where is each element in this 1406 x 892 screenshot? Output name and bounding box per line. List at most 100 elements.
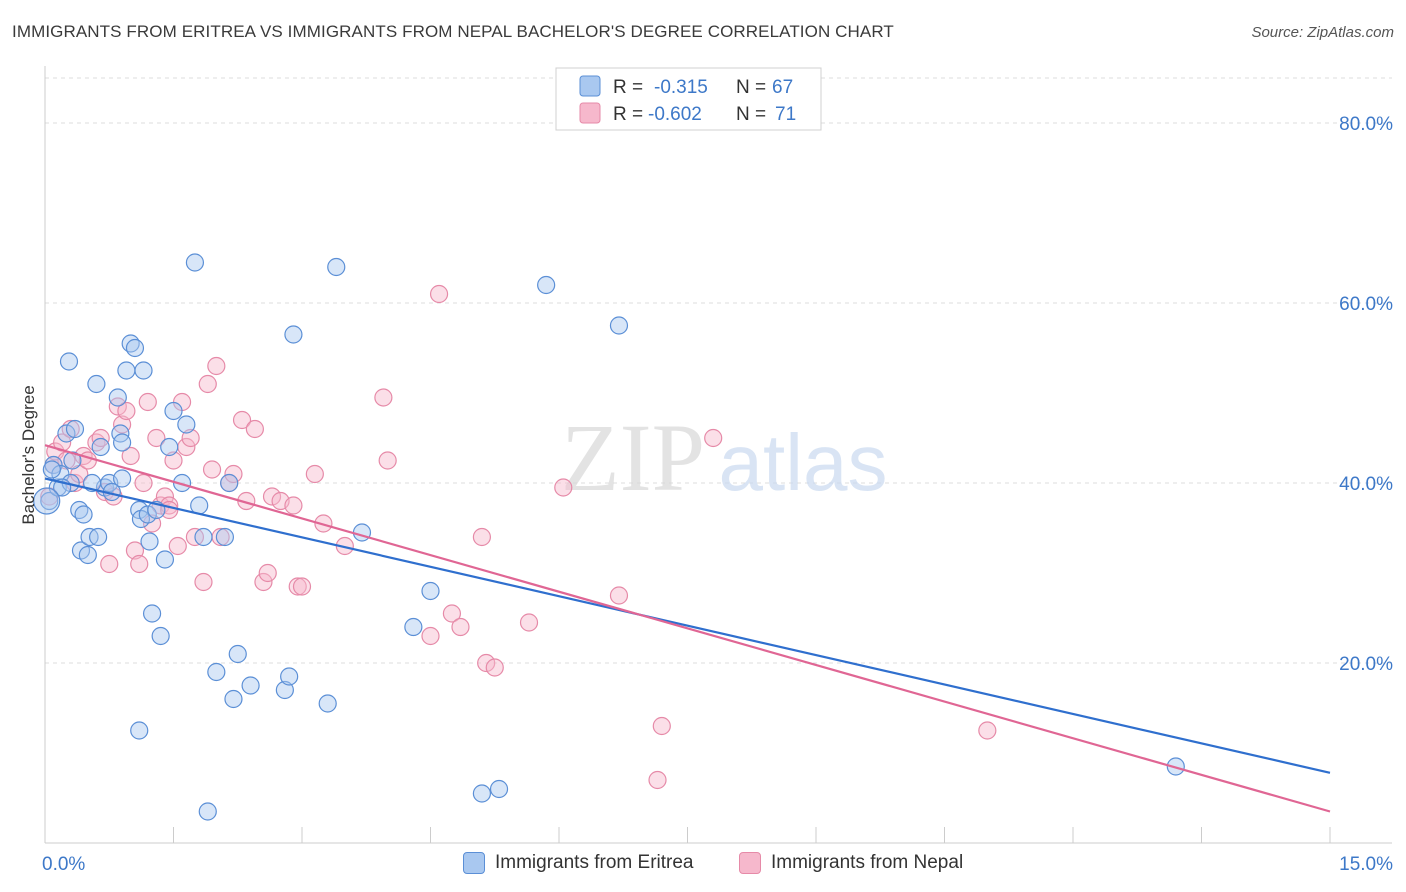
eritrea-point (112, 469, 132, 488)
trend-line-eritrea (44, 477, 1331, 774)
source-label: Source: ZipAtlas.com (1251, 24, 1394, 41)
x-tick-label: 0.0% (42, 854, 85, 875)
eritrea-point (318, 694, 337, 713)
eritrea-point (87, 374, 106, 394)
eritrea-point (609, 316, 629, 335)
eritrea-point (40, 491, 59, 511)
watermark-zip: ZIP (561, 404, 705, 511)
nepal-point (147, 428, 166, 448)
nepal-point (477, 653, 496, 673)
eritrea-point (228, 644, 247, 664)
legend-swatch-eritrea (463, 852, 485, 874)
x-tick-label: 15.0% (1339, 854, 1393, 875)
chart-title: IMMIGRANTS FROM ERITREA VS IMMIGRANTS FR… (12, 22, 894, 41)
eritrea-point (198, 802, 217, 821)
eritrea-point (284, 325, 303, 344)
nepal-point (142, 514, 162, 533)
eritrea-point (207, 662, 226, 682)
nepal-point (609, 586, 629, 605)
y-tick-label: 80.0% (1339, 114, 1393, 135)
eritrea-point (78, 545, 97, 565)
eritrea-point (275, 680, 294, 700)
y-tick-label: 40.0% (1339, 474, 1393, 495)
nepal-point (485, 658, 504, 677)
eritrea-point (130, 721, 149, 740)
eritrea-point (134, 361, 153, 380)
nepal-point (292, 577, 312, 596)
eritrea-point (164, 401, 183, 421)
nepal-point (262, 487, 282, 506)
nepal-point (224, 464, 243, 484)
eritrea-point (142, 604, 162, 623)
nepal-point (519, 613, 539, 632)
legend-r-value: -0.315 (654, 77, 708, 98)
legend-item-eritrea: Immigrants from Eritrea (463, 852, 693, 874)
legend-label-eritrea: Immigrants from Eritrea (495, 852, 694, 873)
eritrea-point (112, 433, 132, 452)
nepal-point (288, 577, 307, 596)
nepal-point (245, 419, 264, 439)
trend-lines (44, 444, 1331, 813)
nepal-point (125, 541, 145, 560)
y-axis-label: Bachelor's Degree (19, 385, 38, 524)
nepal-point (451, 617, 470, 637)
eritrea-point (352, 523, 372, 542)
eritrea-point (224, 689, 243, 709)
nepal-point (429, 284, 449, 304)
legend-r-label: R = (613, 104, 643, 125)
y-tick-label: 20.0% (1339, 654, 1393, 675)
nepal-point (181, 428, 200, 448)
nepal-point (284, 496, 303, 515)
eritrea-point (89, 527, 108, 547)
nepal-point (232, 410, 252, 430)
nepal-point (305, 464, 324, 484)
eritrea-point (65, 419, 85, 439)
legend-item-nepal: Immigrants from Nepal (739, 852, 963, 874)
nepal-point (207, 356, 226, 376)
nepal-point (472, 527, 491, 547)
eritrea-point (404, 617, 423, 637)
nepal-point (78, 451, 97, 470)
nepal-point (112, 415, 132, 434)
legend-swatch-eritrea (579, 75, 601, 97)
points-nepal (40, 284, 997, 790)
nepal-point (978, 721, 997, 740)
nepal-point (648, 770, 667, 790)
nepal-point (164, 451, 183, 470)
eritrea-point (74, 505, 93, 524)
nepal-point (168, 536, 187, 556)
tick-labels: 20.0% 40.0% 60.0% 80.0% 0.0% 15.0% (42, 114, 1393, 875)
eritrea-point (33, 487, 61, 515)
nepal-point (130, 554, 149, 574)
legend-n-value: 71 (775, 104, 796, 125)
eritrea-point (125, 338, 145, 358)
top-legend: R = -0.315 N = 67 R = -0.602 N = 71 (555, 67, 822, 131)
eritrea-point (155, 550, 175, 569)
legend-label-nepal: Immigrants from Nepal (771, 852, 964, 873)
bottom-legend: Immigrants from Eritrea Immigrants from … (0, 852, 1406, 878)
legend-r-label: R = (613, 77, 643, 98)
legend-r-value: -0.602 (648, 104, 702, 125)
nepal-point (138, 392, 157, 412)
eritrea-point (172, 473, 192, 493)
nepal-point (134, 473, 153, 493)
eritrea-point (140, 532, 159, 551)
eritrea-point (421, 581, 440, 601)
nepal-point (374, 388, 393, 407)
eritrea-point (472, 784, 491, 803)
eritrea-point (59, 352, 79, 371)
axes (44, 66, 1392, 844)
eritrea-point (42, 460, 61, 479)
y-tick-label: 60.0% (1339, 294, 1393, 315)
watermark: ZIP atlas (561, 404, 887, 511)
nepal-point (554, 478, 573, 497)
nepal-point (421, 626, 440, 646)
nepal-point (442, 604, 462, 623)
nepal-point (194, 572, 213, 592)
legend-swatch-nepal (579, 102, 601, 124)
eritrea-point (220, 473, 239, 493)
eritrea-point (108, 388, 127, 407)
eritrea-point (241, 676, 260, 695)
eritrea-point (489, 779, 509, 799)
eritrea-point (215, 527, 234, 547)
